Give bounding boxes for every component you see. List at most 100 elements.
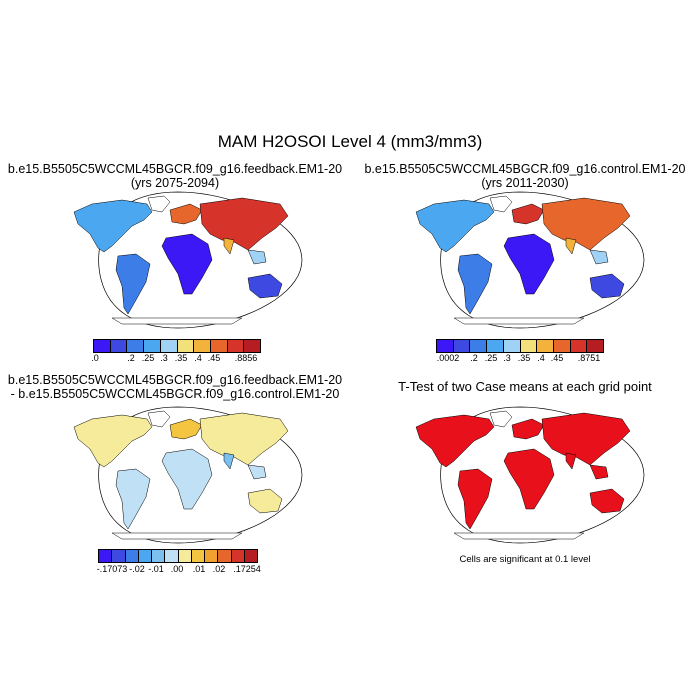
panel-2-tick: .8751 (577, 353, 601, 363)
panel-1-tick: .0 (91, 353, 99, 363)
panel-2-title-line2: (yrs 2011-2030) (481, 176, 569, 190)
colorbar-cell (520, 340, 538, 352)
colorbar-cell (244, 550, 257, 562)
panel-2-map (415, 191, 645, 329)
panel-2-tick: .4 (537, 353, 545, 363)
landmass-greenland (147, 195, 171, 213)
colorbar-cell (570, 340, 588, 352)
significance-note: Cells are significant at 0.1 level (459, 554, 591, 565)
landmass-north-america (73, 414, 153, 468)
panel-1-tick: .25 (141, 353, 155, 363)
panel-2-tick: .0002 (436, 353, 460, 363)
landmass-south-america (115, 253, 151, 315)
colorbar-cell (537, 340, 554, 352)
colorbar-cell (587, 340, 604, 352)
colorbar-cell (138, 550, 152, 562)
colorbar-cell (165, 550, 179, 562)
colorbar-cell (177, 340, 195, 352)
landmass-asia (541, 197, 631, 251)
panel-3-map (73, 406, 303, 544)
landmass-antarctica (111, 532, 243, 540)
landmass-europe (511, 203, 545, 225)
panel-4-title: T-Test of two Case means at each grid po… (398, 379, 652, 394)
colorbar-cell (125, 550, 139, 562)
panel-2-tick: .3 (503, 353, 511, 363)
figure-title: MAM H2OSOI Level 4 (mm3/mm3) (217, 132, 483, 151)
panel-1-tick: .3 (160, 353, 168, 363)
landmass-india (565, 237, 577, 255)
colorbar-cell (503, 340, 521, 352)
colorbar-cell (178, 550, 192, 562)
panel-3-title-line2: - b.e15.B5505C5WCCML45BGCR.f09_g16.contr… (10, 387, 340, 401)
landmass-africa (161, 448, 213, 510)
landmass-asia (199, 197, 289, 251)
colorbar-cell (99, 550, 113, 562)
panel-3-tick: -.02 (129, 564, 145, 574)
colorbar-cell (453, 340, 471, 352)
landmass-greenland (147, 410, 171, 428)
panel-2-tick: .35 (517, 353, 531, 363)
panel-2-tick: .45 (550, 353, 564, 363)
colorbar-cell (231, 550, 245, 562)
panel-3-tick: .02 (212, 564, 226, 574)
landmass-india (223, 237, 235, 255)
landmass-greenland (489, 195, 513, 213)
landmass-australia (589, 488, 625, 514)
colorbar-cell (152, 550, 166, 562)
landmass-india (223, 452, 235, 470)
landmass-south-america (115, 468, 151, 530)
panel-3-tick: .17254 (233, 564, 261, 574)
landmass-south-america (457, 468, 493, 530)
colorbar-cell (487, 340, 504, 352)
colorbar-cell (227, 340, 245, 352)
colorbar-cell (194, 340, 211, 352)
panel-3-tick: -.01 (148, 564, 164, 574)
landmass-asia (541, 412, 631, 466)
colorbar-cell (94, 340, 111, 352)
landmass-asia (199, 412, 289, 466)
panel-2-colorbar (436, 339, 604, 353)
panel-1-tick: .45 (207, 353, 221, 363)
panel-1-colorbar (93, 339, 261, 353)
landmass-india (565, 452, 577, 470)
panel-4-map (415, 406, 645, 544)
panel-2-title: b.e15.B5505C5WCCML45BGCR.f09_g16.control… (350, 162, 700, 190)
colorbar-cell (110, 340, 128, 352)
panel-1-title-line2: (yrs 2075-2094) (130, 176, 220, 190)
colorbar-cell (144, 340, 161, 352)
panel-1-tick: .2 (127, 353, 135, 363)
landmass-europe (169, 418, 203, 440)
landmass-africa (161, 233, 213, 295)
panel-3-tick: .01 (192, 564, 206, 574)
landmass-north-america (415, 199, 495, 253)
panel-3-title: b.e15.B5505C5WCCML45BGCR.f09_g16.feedbac… (0, 373, 350, 401)
colorbar-cell (205, 550, 219, 562)
landmass-southeast-asia (247, 249, 267, 265)
colorbar-cell (191, 550, 205, 562)
colorbar-cell (470, 340, 488, 352)
panel-1-title-line1: b.e15.B5505C5WCCML45BGCR.f09_g16.feedbac… (7, 162, 343, 176)
colorbar-cell (127, 340, 145, 352)
colorbar-cell (437, 340, 454, 352)
landmass-southeast-asia (247, 464, 267, 480)
landmass-africa (503, 233, 555, 295)
landmass-australia (247, 488, 283, 514)
panel-3-tick: .00 (170, 564, 184, 574)
panel-1-title: b.e15.B5505C5WCCML45BGCR.f09_g16.feedbac… (0, 162, 350, 190)
colorbar-cell (553, 340, 571, 352)
panel-2-tick: .25 (484, 353, 498, 363)
landmass-africa (503, 448, 555, 510)
landmass-antarctica (111, 317, 243, 325)
panel-3-colorbar (98, 549, 258, 563)
landmass-europe (169, 203, 203, 225)
panel-2-title-line1: b.e15.B5505C5WCCML45BGCR.f09_g16.control… (364, 162, 686, 176)
landmass-australia (589, 273, 625, 299)
panel-3-title-line1: b.e15.B5505C5WCCML45BGCR.f09_g16.feedbac… (7, 373, 343, 387)
colorbar-cell (112, 550, 126, 562)
panel-1-tick: .8856 (234, 353, 258, 363)
panel-1-tick: .4 (194, 353, 202, 363)
landmass-south-america (457, 253, 493, 315)
landmass-southeast-asia (589, 249, 609, 265)
panel-1-map (73, 191, 303, 329)
landmass-antarctica (453, 532, 585, 540)
